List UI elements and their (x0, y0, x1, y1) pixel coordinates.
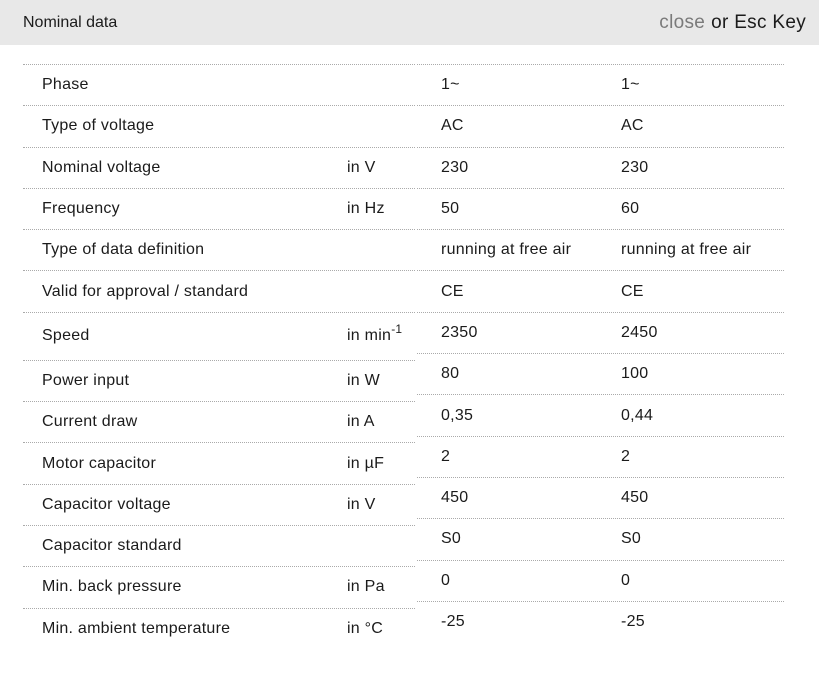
table-row: 50 60 (417, 187, 784, 229)
row-value-2: 230 (621, 158, 649, 176)
row-value-1: -25 (441, 613, 465, 630)
table-row: Motor capacitor in µF (23, 442, 415, 483)
row-label: Phase (42, 76, 89, 94)
unit-superscript: -1 (391, 321, 403, 336)
row-label: Type of data definition (42, 241, 205, 259)
row-label: Capacitor voltage (42, 495, 171, 513)
dialog-title: Nominal data (23, 13, 118, 31)
row-value-1: 230 (441, 158, 469, 176)
unit-text: in V (347, 158, 376, 176)
row-value-1: 1~ (441, 76, 460, 94)
row-unit: in W (347, 372, 415, 390)
table-row: 80 100 (417, 353, 784, 394)
table-row: Type of voltage (23, 105, 415, 146)
table-row: CE CE (417, 270, 784, 311)
nominal-data-table: Phase Type of voltage Nominal voltage in… (23, 64, 819, 649)
table-row: Frequency in Hz (23, 187, 415, 229)
row-value-1: 2 (441, 447, 451, 465)
row-value-2: running at free air (621, 241, 752, 259)
row-label: Type of voltage (42, 117, 155, 135)
dialog-close-controls: close or Esc Key (659, 12, 806, 34)
table-row: 230 230 (417, 146, 784, 188)
table-row: Current draw in A (23, 401, 415, 442)
table-row: 2350 2450 (417, 311, 784, 353)
row-label: Speed (42, 327, 90, 345)
row-unit: in A (347, 413, 415, 431)
row-value-2: 0,44 (621, 406, 654, 424)
table-row: Type of data definition (23, 229, 415, 270)
row-value-2: 2450 (621, 323, 658, 341)
table-row: AC AC (417, 105, 784, 146)
row-label: Min. back pressure (42, 578, 182, 596)
esc-key-hint: or Esc Key (711, 11, 806, 33)
row-unit: in Hz (347, 200, 415, 218)
table-row: Capacitor voltage in V (23, 483, 415, 525)
row-value-1: AC (441, 117, 464, 135)
table-row: running at free air running at free air (417, 229, 784, 270)
row-value-2: -25 (621, 613, 645, 630)
row-label: Capacitor standard (42, 537, 182, 555)
unit-text: in W (347, 371, 380, 389)
unit-text: in °C (347, 619, 384, 637)
row-value-2: S0 (621, 530, 642, 548)
unit-text: in Pa (347, 578, 385, 596)
row-value-2: 450 (621, 489, 649, 507)
table-row: 2 2 (417, 435, 784, 477)
row-label: Power input (42, 371, 130, 389)
row-unit: in Pa (347, 578, 415, 596)
table-row: Speed in min-1 (23, 311, 415, 360)
row-label: Valid for approval / standard (42, 282, 249, 300)
table-row: S0 S0 (417, 518, 784, 559)
table-row: Min. back pressure in Pa (23, 566, 415, 607)
dialog-header: Nominal data close or Esc Key (0, 0, 819, 45)
table-row: Nominal voltage in V (23, 146, 415, 188)
row-value-1: 80 (441, 365, 460, 383)
row-unit: in V (347, 496, 415, 514)
row-value-2: 2 (621, 447, 631, 465)
row-unit: in min-1 (347, 323, 415, 345)
row-label: Nominal voltage (42, 158, 161, 176)
row-value-2: 0 (621, 571, 631, 589)
table-row: Power input in W (23, 359, 415, 401)
table-row: Capacitor standard (23, 524, 415, 566)
row-unit: in °C (347, 620, 415, 638)
row-value-1: 0 (441, 571, 451, 589)
row-value-2: 100 (621, 365, 649, 383)
table-row: 0,35 0,44 (417, 394, 784, 435)
row-label: Motor capacitor (42, 454, 157, 472)
row-value-1: 450 (441, 489, 469, 507)
row-value-1: CE (441, 282, 464, 300)
table-row: 450 450 (417, 476, 784, 518)
table-row: 0 0 (417, 559, 784, 601)
close-button[interactable]: close (659, 11, 706, 33)
row-unit: in V (347, 159, 415, 177)
row-value-2: 1~ (621, 76, 640, 94)
row-value-1: 2350 (441, 323, 478, 341)
table-row: 1~ 1~ (417, 64, 784, 105)
row-value-1: 0,35 (441, 406, 474, 424)
row-value-1: running at free air (441, 241, 572, 259)
unit-text: in A (347, 413, 375, 431)
row-value-1: S0 (441, 530, 462, 548)
row-value-1: 50 (441, 200, 460, 218)
unit-text: in µF (347, 454, 385, 472)
row-label: Min. ambient temperature (42, 619, 231, 637)
row-label: Current draw (42, 413, 138, 431)
labels-table: Phase Type of voltage Nominal voltage in… (23, 64, 415, 649)
row-value-2: 60 (621, 200, 640, 218)
row-value-2: CE (621, 282, 644, 300)
unit-text: in Hz (347, 200, 385, 218)
table-row: Min. ambient temperature in °C (23, 607, 415, 649)
unit-text: in V (347, 495, 376, 513)
row-label: Frequency (42, 200, 120, 218)
table-row: Phase (23, 64, 415, 105)
row-value-2: AC (621, 117, 644, 135)
row-unit: in µF (347, 455, 415, 473)
unit-text: in min (347, 327, 392, 345)
values-table: 1~ 1~ AC AC 230 230 50 60 running at fre… (417, 64, 784, 642)
table-row: Valid for approval / standard (23, 270, 415, 311)
table-row: -25 -25 (417, 600, 784, 642)
